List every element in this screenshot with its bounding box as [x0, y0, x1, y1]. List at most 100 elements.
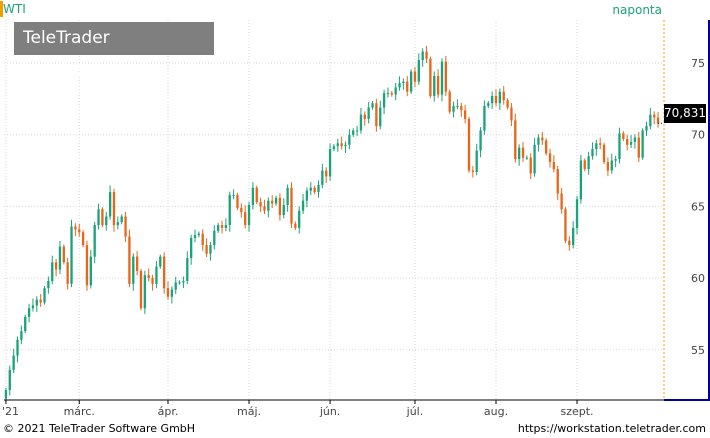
- candle-body: [162, 256, 166, 289]
- candle-body: [27, 308, 31, 317]
- x-axis-ticks: '21 márc. ápr. máj. jún. júl. aug. szept.: [2, 400, 594, 418]
- candle-body: [62, 246, 65, 263]
- candle-body: [436, 75, 440, 95]
- candlesticks: [4, 45, 664, 401]
- candle-body: [541, 137, 544, 141]
- candle-body: [255, 187, 258, 203]
- candle-body: [336, 143, 339, 147]
- candle-body: [429, 58, 432, 96]
- candle-body: [591, 149, 594, 157]
- candle-body: [610, 160, 613, 171]
- candle-body: [517, 147, 521, 160]
- candle-body: [579, 160, 583, 200]
- candle-body: [39, 299, 42, 303]
- candle-body: [116, 222, 119, 226]
- candle-body: [475, 150, 478, 172]
- candle-body: [224, 225, 228, 228]
- candle-body: [332, 146, 336, 150]
- candle-body: [170, 289, 174, 297]
- period-label: naponta: [612, 3, 662, 17]
- candle-body: [425, 51, 428, 59]
- y-tick-label: 75: [691, 57, 705, 70]
- candle-body: [213, 230, 216, 246]
- candle-body: [267, 200, 270, 211]
- candle-body: [89, 256, 92, 286]
- candle-body: [294, 223, 297, 228]
- candle-body: [467, 118, 471, 171]
- candle-body: [251, 187, 255, 205]
- candle-body: [4, 389, 8, 399]
- candle-body: [409, 71, 413, 92]
- candle-body: [313, 187, 316, 193]
- candle-body: [51, 262, 54, 281]
- candle-body: [490, 96, 494, 104]
- candle-body: [120, 216, 123, 223]
- candle-body: [352, 130, 355, 135]
- candle-body: [290, 187, 293, 224]
- candle-body: [406, 81, 409, 92]
- candle-body: [545, 140, 548, 154]
- candle-body: [174, 282, 177, 290]
- candle-body: [359, 114, 363, 131]
- candle-body: [159, 256, 162, 267]
- candle-body: [143, 275, 147, 309]
- candle-body: [128, 236, 131, 284]
- candle-body: [151, 278, 154, 284]
- candle-body: [460, 106, 463, 111]
- candle-body: [440, 61, 444, 95]
- candle-body: [325, 170, 328, 177]
- candle-body: [271, 200, 274, 204]
- candle-body: [244, 212, 247, 226]
- logo-text-light: TeleTrader: [23, 28, 110, 48]
- candle-body: [649, 114, 652, 127]
- candle-body: [340, 143, 343, 147]
- candle-body: [386, 93, 390, 95]
- candle-body: [43, 288, 46, 303]
- source-url[interactable]: https://workstation.teletrader.com: [517, 422, 706, 435]
- candle-body: [85, 245, 89, 286]
- candle-body: [305, 190, 309, 201]
- x-tick-label: júl.: [406, 405, 424, 418]
- candle-body: [201, 233, 204, 246]
- candle-body: [8, 369, 11, 390]
- candle-body: [626, 139, 629, 145]
- candle-body: [247, 204, 251, 226]
- candle-body: [282, 204, 285, 216]
- candle-body: [31, 305, 35, 309]
- symbol-label: WTI: [3, 2, 26, 16]
- candle-body: [402, 81, 405, 84]
- candle-body: [510, 107, 513, 121]
- x-tick-label: '21: [2, 405, 19, 418]
- candle-body: [355, 130, 359, 132]
- candle-body: [371, 103, 374, 108]
- teletrader-logo: TeleTrader WorkStation: [14, 22, 214, 81]
- symbol-marker: [0, 1, 3, 17]
- candle-body: [633, 137, 637, 142]
- candle-body: [382, 93, 386, 108]
- candle-body: [135, 256, 139, 271]
- candle-body: [417, 60, 420, 82]
- last-price-badge: 70,831: [664, 104, 706, 123]
- y-tick-label: 70: [691, 129, 705, 142]
- footer: © 2021 TeleTrader Software GmbH https://…: [0, 419, 710, 438]
- candle-body: [309, 187, 312, 191]
- candle-body: [16, 339, 19, 356]
- candle-body: [12, 355, 15, 370]
- candle-body: [178, 282, 181, 284]
- candle-body: [66, 262, 69, 284]
- candle-body: [286, 187, 289, 205]
- candle-body: [263, 206, 266, 211]
- candle-body: [583, 160, 586, 170]
- y-tick-label: 65: [691, 200, 705, 213]
- candle-body: [448, 91, 451, 112]
- candle-body: [139, 270, 143, 309]
- candle-body: [217, 225, 220, 231]
- candle-body: [390, 93, 393, 95]
- candle-body: [637, 137, 640, 158]
- x-tick-label: szept.: [560, 405, 593, 418]
- candle-body: [321, 170, 324, 185]
- x-tick-label: aug.: [484, 405, 508, 418]
- candle-body: [568, 240, 571, 246]
- candle-body: [274, 197, 278, 204]
